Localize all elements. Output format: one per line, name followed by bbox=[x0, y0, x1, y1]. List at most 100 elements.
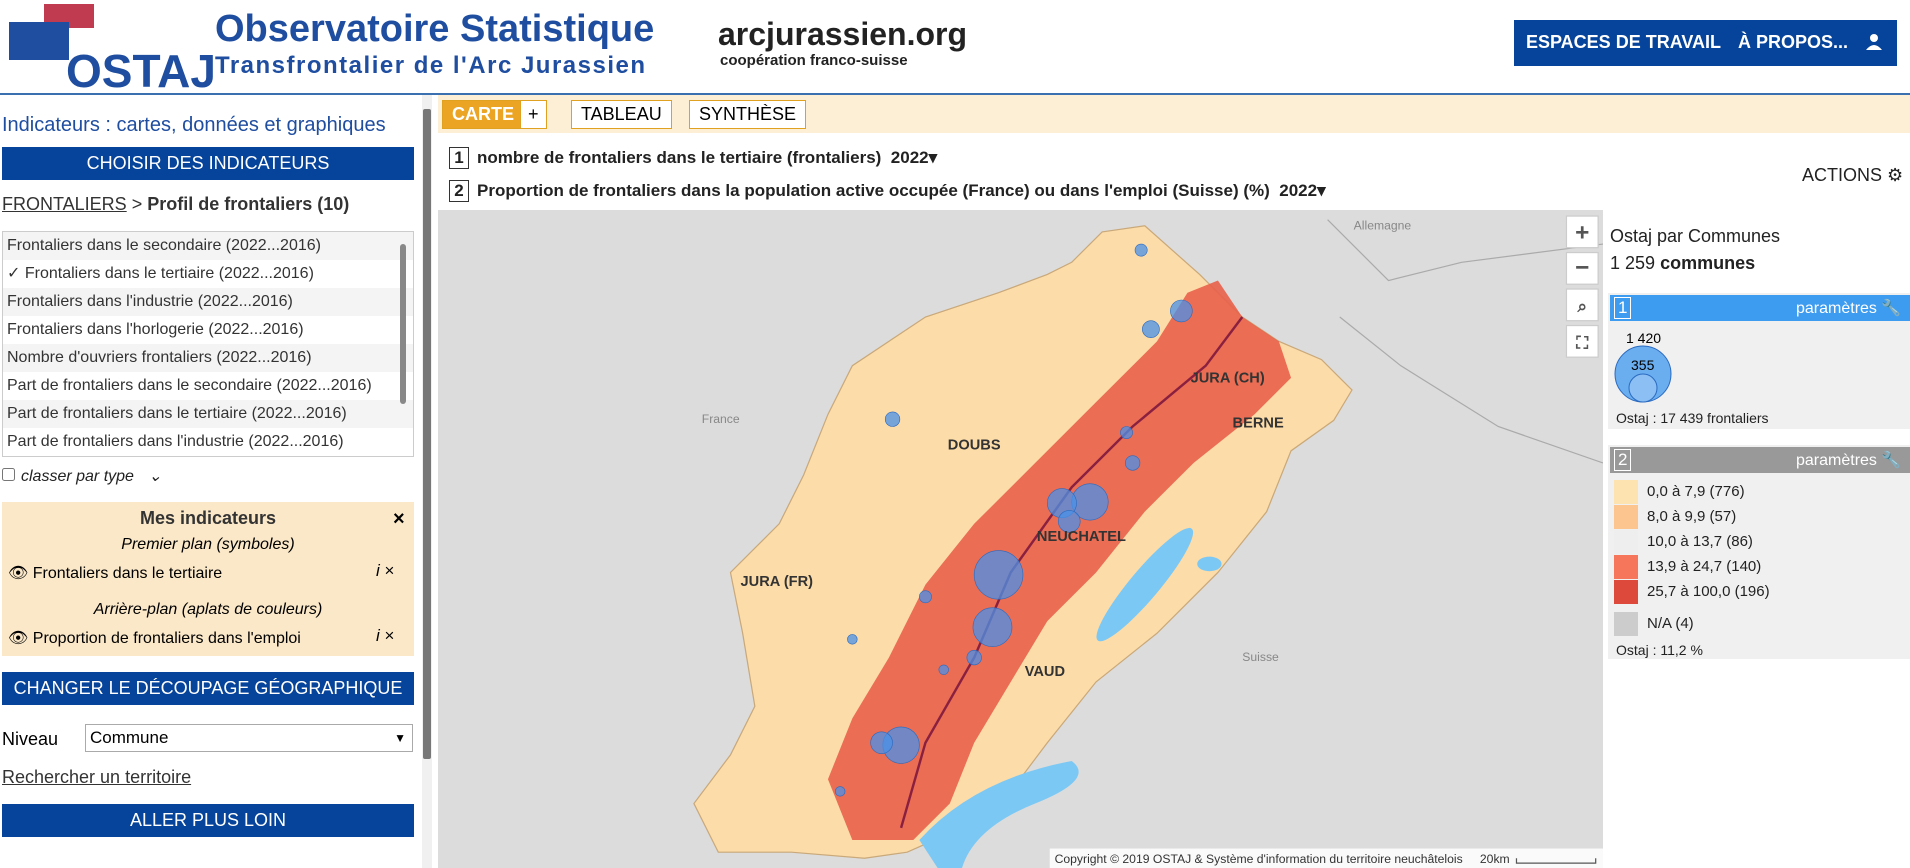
actions-button[interactable]: ACTIONS ⚙ bbox=[1802, 165, 1904, 185]
legend-class: 10,0 à 13,7 (86) bbox=[1647, 533, 1753, 550]
legend-swatch bbox=[1614, 580, 1638, 604]
svg-text:⌕: ⌕ bbox=[1577, 297, 1588, 316]
item-actions[interactable]: i × bbox=[376, 626, 395, 645]
close-button[interactable]: × bbox=[393, 508, 405, 530]
classify-label[interactable]: classer par type bbox=[21, 468, 134, 485]
tab[interactable]: SYNTHÈSE bbox=[689, 100, 807, 129]
indicator-label: nombre de frontaliers dans le tertiaire … bbox=[477, 148, 882, 167]
list-item[interactable]: Part de frontaliers dans le tertiaire (2… bbox=[3, 400, 413, 428]
map-label: VAUD bbox=[1025, 664, 1065, 680]
panel-number: 2 bbox=[1614, 449, 1632, 471]
map-label: Suisse bbox=[1242, 650, 1279, 664]
search-link[interactable]: Rechercher un territoire bbox=[2, 767, 192, 787]
legend-count: 1 259 bbox=[1610, 253, 1656, 273]
level-label: Niveau bbox=[2, 729, 59, 749]
list-item[interactable]: Frontaliers dans l'industrie (2022...201… bbox=[3, 288, 413, 316]
panel-params[interactable]: paramètres 🔧 bbox=[1796, 452, 1902, 469]
indicator-label: Proportion de frontaliers dans la popula… bbox=[477, 181, 1270, 200]
svg-text:+: + bbox=[1575, 219, 1589, 246]
group-label: Arrière-plan (aplats de couleurs) bbox=[93, 601, 323, 618]
logo-mark bbox=[9, 4, 94, 60]
legend-swatch bbox=[1614, 612, 1638, 636]
list-scrollbar[interactable] bbox=[400, 244, 406, 404]
my-indicators bbox=[2, 502, 414, 656]
breadcrumb-sep: > bbox=[131, 194, 143, 214]
legend-swatch bbox=[1614, 505, 1638, 529]
panel-header bbox=[1610, 295, 1910, 321]
panel-params[interactable]: paramètres 🔧 bbox=[1796, 300, 1902, 317]
tab[interactable]: TABLEAU bbox=[571, 100, 672, 129]
nav-link[interactable]: À PROPOS... bbox=[1738, 32, 1849, 52]
svg-text:⛶: ⛶ bbox=[1575, 334, 1589, 353]
map-label: JURA (FR) bbox=[741, 574, 814, 590]
group-item[interactable]: Proportion de frontaliers dans l'emploi bbox=[32, 630, 301, 647]
legend-swatch bbox=[1614, 480, 1638, 504]
tab-active[interactable]: CARTE bbox=[442, 100, 524, 129]
list-item[interactable]: Frontaliers dans l'horlogerie (2022...20… bbox=[3, 316, 413, 344]
partner-sub: coopération franco-suisse bbox=[720, 52, 908, 69]
legend-panel bbox=[1608, 445, 1910, 659]
legend-class: 0,0 à 7,9 (776) bbox=[1647, 483, 1745, 500]
indicator-year[interactable]: 2022 bbox=[1279, 181, 1318, 200]
legend-count-unit: communes bbox=[1660, 253, 1756, 273]
map-label: BERNE bbox=[1233, 416, 1284, 432]
more-button[interactable]: ALLER PLUS LOIN bbox=[2, 804, 414, 837]
sidebar-heading: Indicateurs : cartes, données et graphiq… bbox=[2, 114, 386, 136]
breadcrumb-current: Profil de frontaliers (10) bbox=[147, 194, 350, 214]
user-icon[interactable] bbox=[1864, 32, 1884, 52]
list-item[interactable]: Frontaliers dans le secondaire (2022...2… bbox=[3, 232, 413, 260]
bubble-max: 1 420 bbox=[1626, 330, 1662, 346]
item-actions[interactable]: i × bbox=[376, 561, 395, 580]
legend-title: Ostaj par Communes bbox=[1610, 226, 1781, 246]
logo-text: OSTAJ bbox=[66, 45, 216, 97]
panel-header bbox=[1610, 447, 1910, 473]
nav-link[interactable]: ESPACES DE TRAVAIL bbox=[1526, 32, 1722, 52]
scale-label: 20km bbox=[1480, 852, 1510, 866]
actions-label: ACTIONS bbox=[1802, 165, 1883, 185]
site-subtitle: Transfrontalier de l'Arc Jurassien bbox=[215, 52, 647, 79]
my-indicators-title: Mes indicateurs bbox=[139, 508, 277, 528]
map-label: Allemagne bbox=[1354, 218, 1412, 232]
change-button[interactable]: CHANGER LE DÉCOUPAGE GÉOGRAPHIQUE bbox=[2, 672, 414, 705]
legend-swatch bbox=[1614, 555, 1638, 579]
classify-checkbox[interactable] bbox=[2, 468, 15, 481]
list-item[interactable]: Part de frontaliers dans le secondaire (… bbox=[3, 372, 413, 400]
legend-swatch bbox=[1614, 530, 1638, 554]
panel-average: Ostaj : 11,2 % bbox=[1616, 642, 1703, 658]
params-label: paramètres bbox=[1796, 300, 1877, 317]
header bbox=[0, 0, 1910, 95]
choose-button[interactable]: CHOISIR DES INDICATEURS bbox=[2, 147, 414, 180]
group-item[interactable]: Frontaliers dans le tertiaire bbox=[32, 565, 223, 582]
indicator-year[interactable]: 2022 bbox=[890, 148, 929, 167]
list-item[interactable]: Nombre d'ouvriers frontaliers (2022...20… bbox=[3, 344, 413, 372]
map[interactable]: Allemagne France DOUBS JURA (CH) BERNE NEUCHA… bbox=[438, 210, 1603, 868]
group-label: Premier plan (symboles) bbox=[121, 536, 295, 553]
indicator-list: Frontaliers dans le secondaire (2022...2… bbox=[2, 231, 414, 457]
list-item[interactable]: Part de frontaliers dans l'industrie (20… bbox=[3, 428, 413, 456]
indicator-number: 1 bbox=[449, 147, 469, 169]
partner[interactable]: arcjurassien.org bbox=[718, 16, 967, 52]
tab-bar bbox=[438, 95, 1910, 133]
level-value: Commune bbox=[90, 728, 169, 747]
bubble-mid: 355 bbox=[1631, 357, 1655, 373]
svg-text:−: − bbox=[1575, 255, 1589, 282]
panel-total: Ostaj : 17 439 frontaliers bbox=[1616, 410, 1769, 426]
map-label: NEUCHATEL bbox=[1037, 529, 1126, 545]
legend-class: 13,9 à 24,7 (140) bbox=[1647, 558, 1762, 575]
tab-add[interactable]: + bbox=[520, 100, 547, 129]
bubble-legend bbox=[1614, 345, 1672, 403]
breadcrumb-link[interactable]: FRONTALIERS bbox=[2, 194, 127, 214]
zoom-controls[interactable] bbox=[1565, 215, 1599, 358]
map-label: JURA (CH) bbox=[1191, 371, 1265, 387]
legend-class: N/A (4) bbox=[1647, 615, 1694, 632]
site-title: Observatoire Statistique bbox=[215, 8, 655, 50]
list-item[interactable]: ✓ Frontaliers dans le tertiaire (2022...… bbox=[3, 260, 413, 288]
map-label: DOUBS bbox=[948, 438, 1001, 454]
map-label: France bbox=[702, 412, 740, 426]
panel-number: 1 bbox=[1614, 297, 1632, 319]
indicator-number: 2 bbox=[449, 180, 469, 202]
scrollbar[interactable] bbox=[422, 95, 432, 868]
map-labels: Allemagne France DOUBS JURA (CH) BERNE NEUCHA… bbox=[702, 218, 1412, 679]
level-select[interactable]: Commune ▼ bbox=[85, 724, 413, 752]
